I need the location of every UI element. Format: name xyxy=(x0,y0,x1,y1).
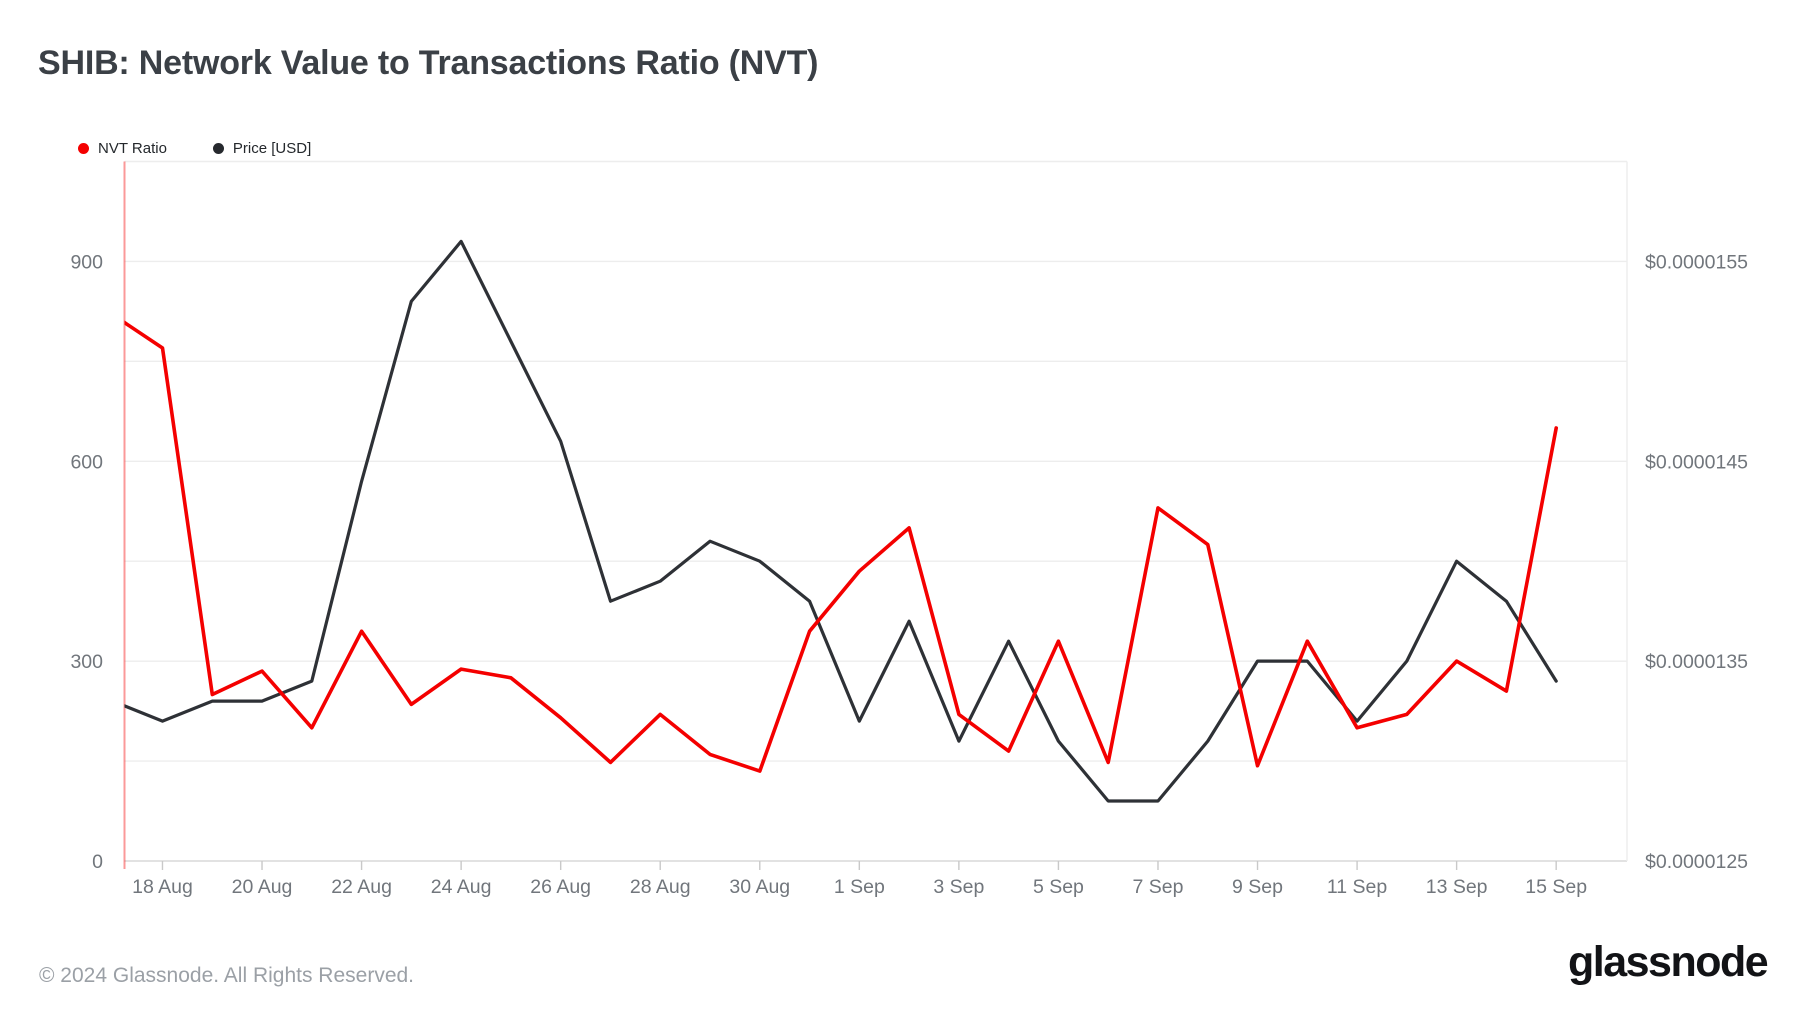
x-axis-label: 26 Aug xyxy=(530,876,591,898)
x-axis-label: 5 Sep xyxy=(1033,876,1084,898)
y-axis-label-left: 0 xyxy=(92,851,103,873)
y-axis-label-right: $0.0000145 xyxy=(1645,451,1748,473)
y-axis-label-left: 900 xyxy=(70,251,103,273)
chart-legend: NVT Ratio Price [USD] xyxy=(78,140,311,157)
x-axis-label: 13 Sep xyxy=(1426,876,1488,898)
x-axis-label: 1 Sep xyxy=(834,876,885,898)
x-axis-label: 18 Aug xyxy=(132,876,193,898)
legend-label: NVT Ratio xyxy=(98,140,167,157)
x-axis-label: 11 Sep xyxy=(1327,876,1388,898)
y-axis-label-right: $0.0000135 xyxy=(1645,651,1748,673)
x-axis-label: 15 Sep xyxy=(1525,876,1587,898)
nvt-ratio-line xyxy=(124,320,1558,773)
price-usd-line xyxy=(124,239,1558,803)
legend-label: Price [USD] xyxy=(232,140,312,157)
x-axis-label: 3 Sep xyxy=(933,876,984,898)
x-axis-label: 22 Aug xyxy=(331,876,392,898)
legend-dot-icon xyxy=(78,143,89,154)
x-axis-label: 24 Aug xyxy=(431,876,492,898)
copyright-text: © 2024 Glassnode. All Rights Reserved. xyxy=(39,964,415,987)
legend-dot-icon xyxy=(212,143,224,154)
page-title: SHIB: Network Value to Transactions Rati… xyxy=(38,44,819,82)
y-axis-label-right: $0.0000155 xyxy=(1645,251,1748,273)
x-axis-label: 30 Aug xyxy=(729,876,790,898)
y-axis-label-left: 300 xyxy=(70,651,103,673)
x-axis-label: 20 Aug xyxy=(232,876,293,898)
legend-item-nvt-ratio[interactable]: NVT Ratio xyxy=(78,140,167,157)
x-axis-label: 9 Sep xyxy=(1232,876,1283,898)
legend-item-price[interactable]: Price [USD] xyxy=(212,140,312,157)
glassnode-logo: glassnode xyxy=(1568,938,1769,986)
y-axis-label-right: $0.0000125 xyxy=(1645,851,1748,873)
x-axis-label: 7 Sep xyxy=(1132,876,1183,898)
y-axis-label-left: 600 xyxy=(70,451,103,473)
x-axis-label: 28 Aug xyxy=(630,876,691,898)
